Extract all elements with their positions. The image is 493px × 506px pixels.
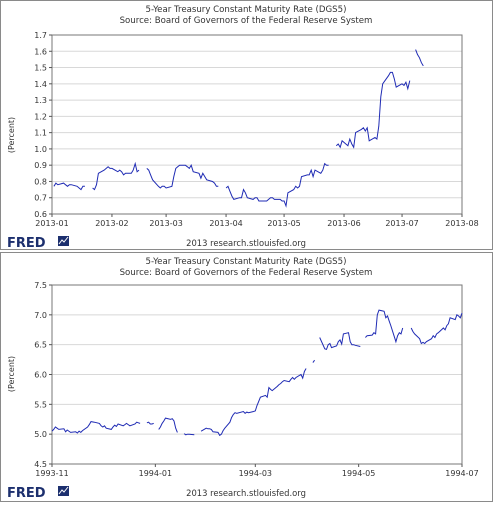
y-tick-label: 6.0	[34, 371, 47, 380]
chart-1-series	[53, 49, 424, 208]
x-tick-label: 2013-04	[209, 219, 242, 228]
chart-2-subtitle: Source: Board of Governors of the Federa…	[120, 268, 373, 278]
series-line-segment	[183, 433, 195, 436]
x-tick-label: 2013-06	[327, 219, 360, 228]
y-tick-label: 6.5	[34, 341, 47, 350]
chart-1-title: 5-Year Treasury Constant Maturity Rate (…	[146, 5, 347, 15]
series-line-segment	[146, 163, 219, 189]
series-line-segment	[319, 332, 361, 351]
series-line-segment	[146, 421, 154, 425]
y-tick-label: 0.9	[34, 161, 47, 170]
chart-1-y-ticks: 0.6 0.7 0.8 0.9 1.0 1.1 1.2 1.3 1.4 1.5 1.6 1.7	[34, 31, 52, 219]
chart-2-ylabel: (Percent)	[7, 356, 16, 392]
chart-2-frame	[0, 252, 493, 502]
series-line-segment	[92, 161, 140, 191]
x-tick-label: 1994-01	[139, 469, 172, 478]
x-tick-label: 1994-05	[342, 469, 375, 478]
chart-1-footer: 2013 research.stlouisfed.org	[186, 238, 306, 248]
chart-2-title: 5-Year Treasury Constant Maturity Rate (…	[146, 257, 347, 267]
x-tick-label: 1994-03	[239, 469, 272, 478]
fred-logo-graph-line	[58, 236, 69, 245]
fred-logo-text: FRED	[7, 486, 46, 501]
series-line-segment	[158, 417, 178, 433]
x-tick-label: 2013-05	[267, 219, 300, 228]
y-tick-label: 1.0	[34, 145, 47, 154]
chart-2-logo: FRED	[7, 486, 69, 501]
y-tick-label: 7.0	[34, 311, 47, 320]
chart-1-frame	[0, 0, 493, 250]
series-line-segment	[53, 182, 85, 191]
series-line-segment	[365, 309, 404, 344]
y-tick-label: 1.1	[34, 129, 47, 138]
x-tick-label: 2013-07	[385, 219, 418, 228]
y-tick-label: 1.7	[34, 31, 47, 40]
x-tick-label: 2013-01	[35, 219, 68, 228]
series-line-segment	[410, 312, 463, 345]
chart-2-footer: 2013 research.stlouisfed.org	[186, 488, 306, 498]
y-tick-label: 5.0	[34, 430, 47, 439]
series-line-segment	[225, 162, 329, 208]
y-tick-label: 7.5	[34, 281, 47, 290]
y-tick-label: 0.7	[34, 194, 47, 203]
chart-1-logo: FRED	[7, 236, 69, 251]
chart-2-x-ticks: 1993-11 1994-01 1994-03 1994-05 1994-07	[35, 464, 479, 478]
series-line-segment	[415, 49, 424, 67]
chart-1-grid	[52, 34, 462, 215]
series-line-segment	[335, 71, 411, 149]
y-tick-label: 1.5	[34, 64, 47, 73]
y-tick-label: 1.4	[34, 80, 47, 89]
series-line-segment	[200, 368, 307, 437]
y-tick-label: 4.5	[34, 460, 47, 469]
y-tick-label: 0.8	[34, 177, 47, 186]
fred-logo-graph-line	[58, 486, 69, 495]
x-tick-label: 2013-03	[149, 219, 182, 228]
series-line-segment	[51, 421, 141, 434]
chart-1-ylabel: (Percent)	[7, 117, 16, 153]
chart-1-axes	[51, 34, 463, 215]
x-tick-label: 1994-07	[445, 469, 478, 478]
plot-area-border	[51, 34, 463, 215]
chart-1-x-ticks: 2013-01 2013-02 2013-03 2013-04 2013-05 2013-…	[35, 214, 479, 228]
y-tick-label: 1.6	[34, 47, 47, 56]
y-tick-label: 1.2	[34, 112, 47, 121]
chart-2-y-ticks: 4.5 5.0 5.5 6.0 6.5 7.0 7.5	[34, 281, 52, 469]
fred-logo-text: FRED	[7, 236, 46, 251]
x-tick-label: 2013-08	[445, 219, 478, 228]
y-tick-label: 0.6	[34, 210, 47, 219]
y-tick-label: 5.5	[34, 400, 47, 409]
chart-2-series	[51, 309, 463, 437]
series-line-segment	[312, 359, 316, 363]
x-tick-label: 1993-11	[35, 469, 68, 478]
y-tick-label: 1.3	[34, 96, 47, 105]
x-tick-label: 2013-02	[95, 219, 128, 228]
chart-1-subtitle: Source: Board of Governors of the Federa…	[120, 16, 373, 26]
